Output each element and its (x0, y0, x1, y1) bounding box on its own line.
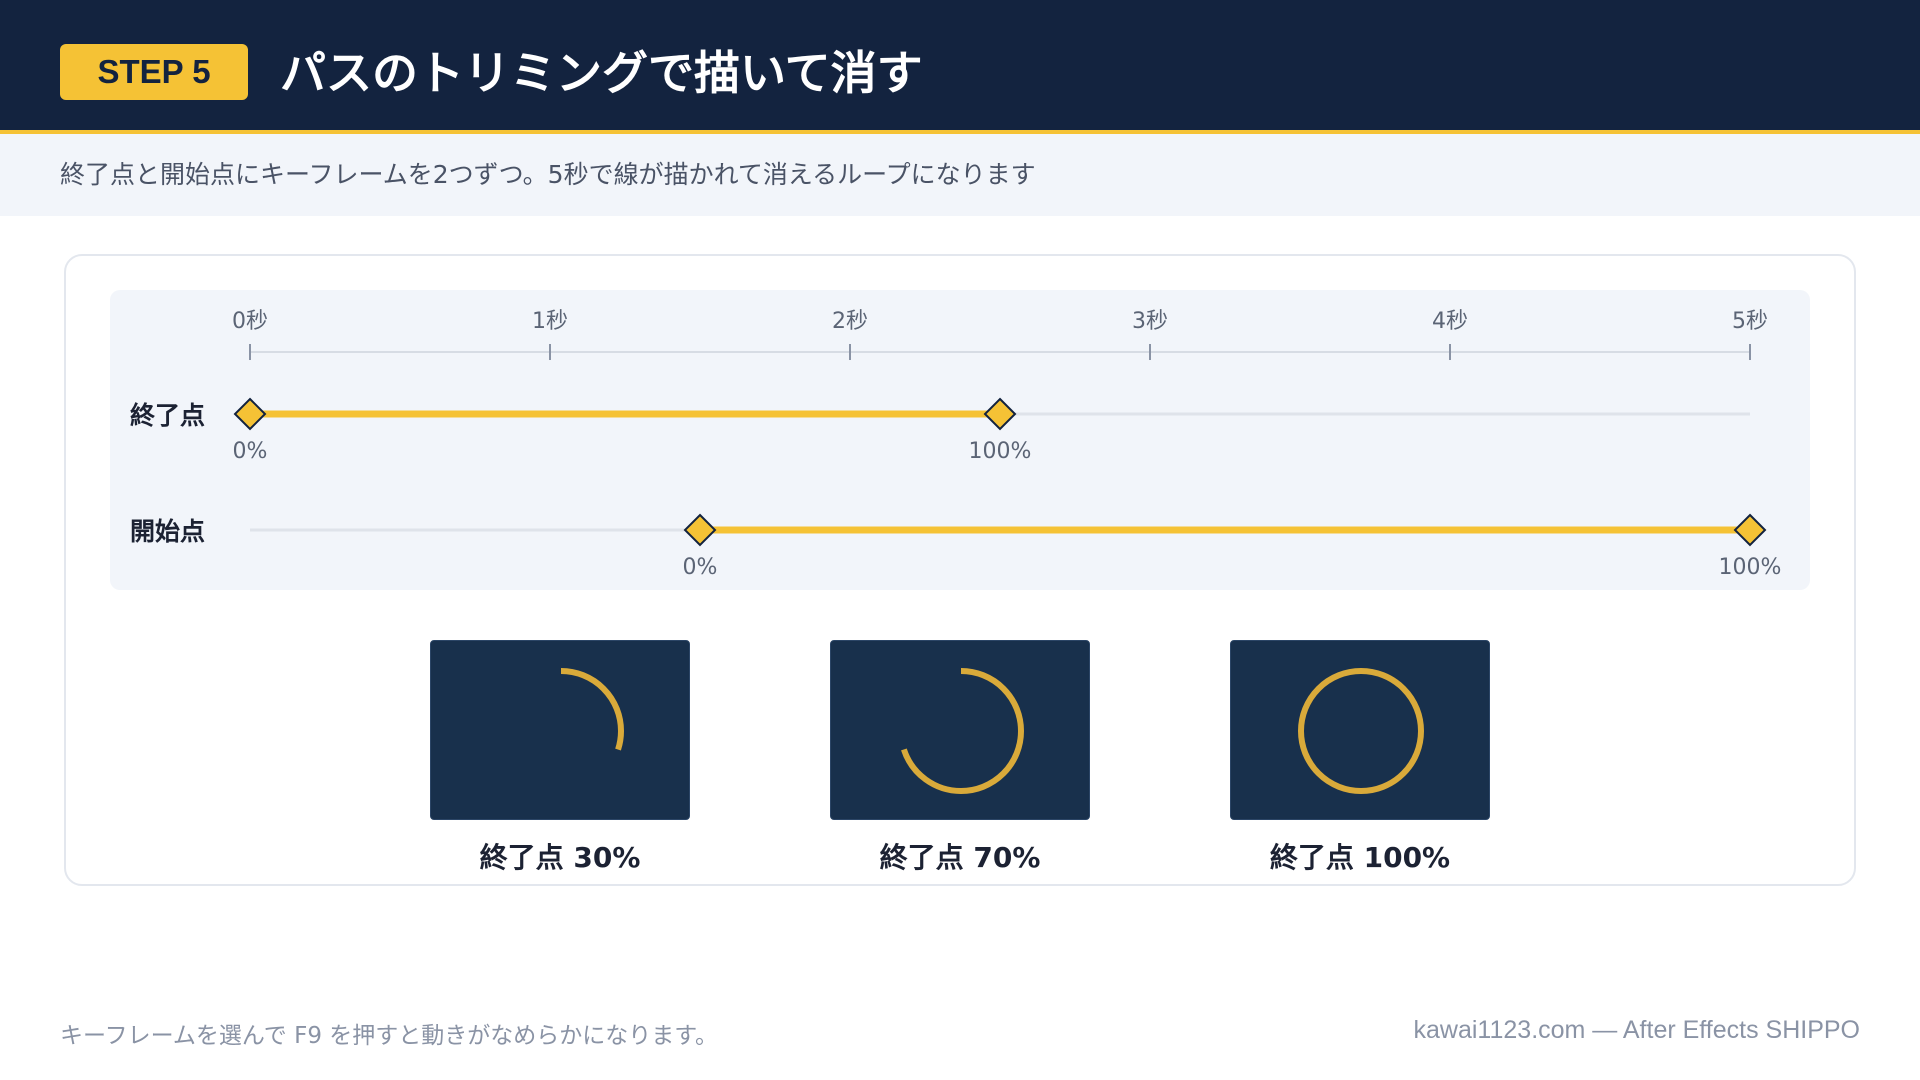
keyframe-timeline: 0秒 1秒 2秒 3秒 4秒 5秒終了点 0% 100% 開始点 0% 100% (110, 290, 1810, 590)
page-title: パスのトリミングで描いて消す (280, 46, 923, 100)
track-name: 終了点 (130, 401, 205, 430)
preview-arc-2 (898, 668, 1024, 794)
keyframe-value-label: 0% (233, 439, 268, 464)
trim-path-arc (498, 668, 624, 794)
trim-path-arc (898, 668, 1024, 794)
ruler-tick-label: 0秒 (232, 309, 268, 334)
preview-arc-1 (498, 668, 624, 794)
header-bar: STEP 5 パスのトリミングで描いて消す (0, 0, 1920, 134)
preview-label-3: 終了点 100% (1269, 841, 1451, 874)
preview-frame-1 (430, 640, 690, 820)
keyframe-diamond (683, 513, 717, 547)
keyframe-value-label: 100% (969, 439, 1032, 464)
keyframe-diamond (983, 397, 1017, 431)
preview-label-1: 終了点 30% (479, 841, 641, 874)
ruler-tick-label: 2秒 (832, 309, 868, 334)
ruler-tick-label: 5秒 (1732, 309, 1768, 334)
footer-note: キーフレームを選んで F9 を押すと動きがなめらかになります。 (60, 1023, 718, 1049)
keyframe-value-label: 100% (1719, 555, 1782, 580)
preview-frame-3 (1230, 640, 1490, 820)
keyframe-diamond (233, 397, 267, 431)
footer-credit: kawai1123.com — After Effects SHIPPO (1413, 1016, 1860, 1044)
ruler-tick-label: 3秒 (1132, 309, 1168, 334)
ruler-tick-label: 1秒 (532, 309, 568, 334)
track-name: 開始点 (130, 517, 205, 546)
subtitle-text: 終了点と開始点にキーフレームを2つずつ。5秒で線が描かれて消えるループになります (60, 160, 1036, 189)
preview-label-2: 終了点 70% (879, 841, 1041, 874)
subtitle-band: 終了点と開始点にキーフレームを2つずつ。5秒で線が描かれて消えるループになります (0, 134, 1920, 216)
keyframe-value-label: 0% (683, 555, 718, 580)
ruler-tick-label: 4秒 (1432, 309, 1468, 334)
keyframe-diamond (1733, 513, 1767, 547)
step-badge: STEP 5 (60, 44, 248, 100)
trim-path-arc (1298, 668, 1424, 794)
preview-arc-3 (1298, 668, 1424, 794)
preview-frame-2 (830, 640, 1090, 820)
